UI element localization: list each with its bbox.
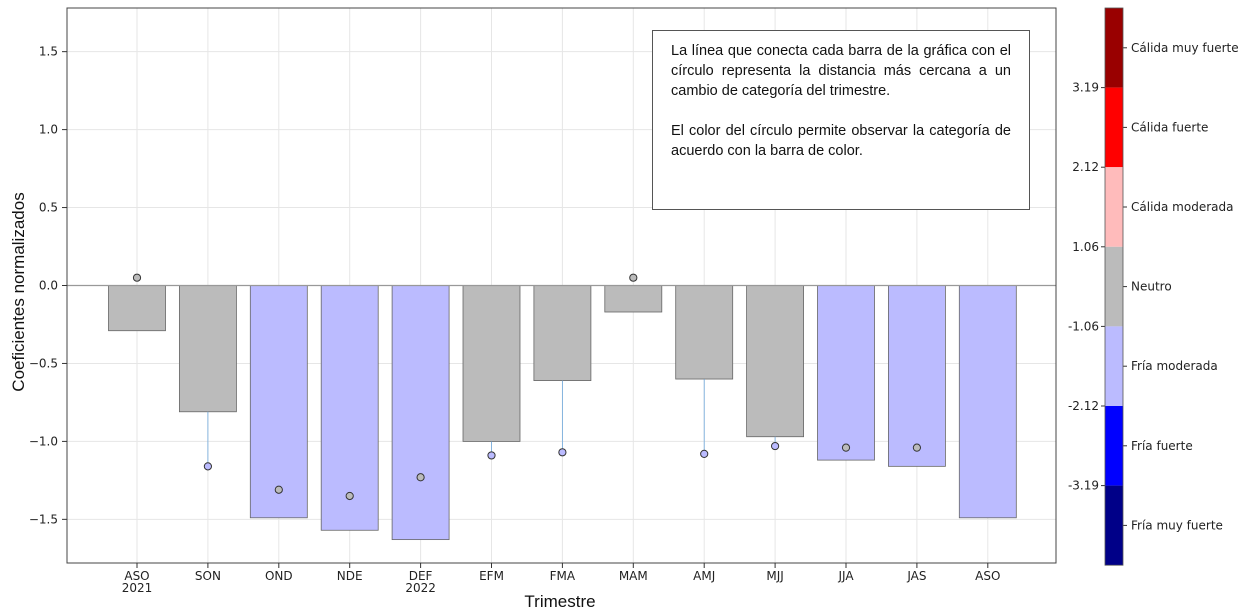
x-tick-sublabel: 2021 [122,581,153,595]
colorbar-boundary-label: 3.19 [1072,81,1099,95]
colorbar-boundary-label: -1.06 [1068,319,1099,333]
colorbar-label: Cálida fuerte [1131,120,1208,134]
y-tick-label: −0.5 [29,356,58,370]
bar [178,285,237,413]
colorbar-segment [1105,406,1123,486]
colorbar-segment [1105,87,1123,168]
x-tick-label: MAM [619,569,648,583]
x-tick-label: OND [265,569,293,583]
colorbar-segment [1105,8,1123,88]
x-tick-label: EFM [479,569,504,583]
colorbar-label: Fría muy fuerte [1131,518,1223,532]
category-circle [203,462,212,471]
category-circle [771,441,780,451]
y-tick-label: 0.0 [39,279,58,293]
category-circle [345,491,354,501]
y-tick-label: −1.5 [29,512,58,526]
bar [958,285,1017,519]
category-circle [132,273,142,282]
y-tick-label: −1.0 [29,434,58,448]
bar [817,285,875,461]
category-circle [487,451,496,460]
bars [108,285,1017,541]
bar [108,285,166,332]
bar [391,285,450,541]
colorbar-frame [1104,7,1124,566]
bar [533,285,592,381]
bar [746,285,804,438]
category-circle [416,473,425,482]
annotation-text-2: El color del círculo permite observar la… [671,123,1011,159]
x-tick-label: JAS [906,569,926,583]
colorbar-label: Cálida moderada [1131,200,1233,214]
category-circle [912,443,922,452]
colorbar-segment [1105,246,1123,327]
bar [604,285,663,313]
bar [675,285,734,380]
x-tick-label: AMJ [693,569,715,583]
x-tick-label: NDE [337,569,363,583]
x-axis-label: Trimestre [524,592,595,611]
bar [320,285,379,531]
colorbar-boundary-label: -3.19 [1068,479,1099,493]
bar [249,285,308,519]
circles [132,273,922,501]
y-tick-label: 1.5 [39,45,58,59]
x-tick-label: SON [195,569,221,583]
x-tick-sublabel: 2022 [405,581,436,595]
category-circle [629,273,638,282]
colorbar-boundary-label: -2.12 [1068,399,1099,413]
y-tick-labels: 1.5 1.0 0.5 0.0 −0.5 −1.0 −1.5 [29,45,67,526]
annotation-text-1: La línea que conecta cada barra de la gr… [671,43,1011,99]
category-circle [700,449,709,458]
bar [462,285,521,442]
y-axis-label: Coeficientes normalizados [9,192,28,391]
x-tick-label: MJJ [766,569,783,583]
x-tick-label: ASO [124,569,149,583]
colorbar-boundary-label: 1.06 [1072,240,1099,254]
colorbar-label: Fría fuerte [1131,439,1193,453]
x-tick-label: JJA [837,569,854,583]
stems [207,379,776,467]
colorbar-segment [1105,326,1123,406]
annotation-box: La línea que conecta cada barra de la gr… [652,30,1030,210]
category-circle [558,448,567,457]
colorbar-boundary-label: 2.12 [1072,160,1099,174]
colorbar-label: Neutro [1131,280,1172,294]
y-tick-label: 1.0 [39,123,58,137]
x-tick-label: FMA [550,569,576,583]
x-tick-label: ASO [975,569,1000,583]
colorbar-label: Cálida muy fuerte [1131,41,1239,55]
colorbar: Cálida muy fuerte Cálida fuerte Cálida mod… [1068,7,1239,566]
category-circle [274,485,283,494]
bar [888,285,946,467]
colorbar-label: Fría moderada [1131,359,1218,373]
category-circle [841,443,851,452]
y-tick-label: 0.5 [39,201,58,215]
colorbar-segment [1105,485,1123,566]
colorbar-segment [1105,167,1123,247]
x-tick-label: DEF [409,569,433,583]
